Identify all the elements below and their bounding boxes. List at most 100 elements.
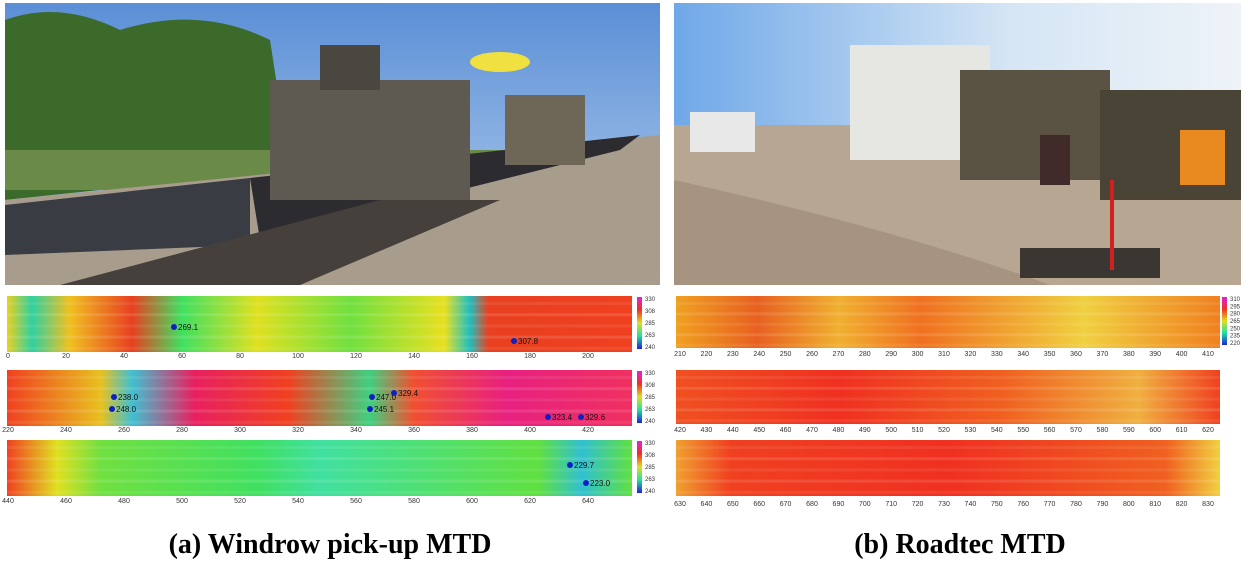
colorbar-label: 285 bbox=[645, 465, 656, 471]
axis-tick-label: 670 bbox=[780, 501, 792, 508]
axis-tick-label: 560 bbox=[1044, 427, 1056, 434]
thermal-band bbox=[7, 335, 632, 339]
axis-tick-label: 530 bbox=[965, 427, 977, 434]
axis-tick-label: 790 bbox=[1097, 501, 1109, 508]
thermal-map bbox=[676, 370, 1220, 424]
axis-tick-label: 690 bbox=[833, 501, 845, 508]
axis-tick-label: 730 bbox=[938, 501, 950, 508]
axis-tick-label: 40 bbox=[120, 353, 128, 360]
axis-tick-label: 740 bbox=[965, 501, 977, 508]
colorbar-label: 330 bbox=[645, 371, 656, 377]
axis-tick-label: 260 bbox=[118, 427, 130, 434]
thermal-band bbox=[7, 376, 632, 379]
axis-tick-label: 640 bbox=[582, 498, 594, 505]
colorbar-label: 220 bbox=[1230, 341, 1241, 347]
axis-tick-label: 280 bbox=[176, 427, 188, 434]
axis-tick-label: 390 bbox=[1149, 351, 1161, 358]
colorbar-label: 308 bbox=[645, 309, 656, 315]
thermal-band bbox=[676, 343, 1220, 347]
annotation: 329.6 bbox=[585, 413, 606, 422]
axis-tick-label: 620 bbox=[524, 498, 536, 505]
axis-tick-label: 420 bbox=[582, 427, 594, 434]
thermal-band bbox=[7, 346, 632, 350]
colorbar-label: 330 bbox=[645, 441, 656, 447]
axis-tick-label: 780 bbox=[1070, 501, 1082, 508]
axis-tick-label: 100 bbox=[292, 353, 304, 360]
axis-tick-label: 440 bbox=[2, 498, 14, 505]
axis-tick-label: 490 bbox=[859, 427, 871, 434]
thermal-band bbox=[7, 479, 632, 483]
thermal-band bbox=[676, 386, 1220, 390]
axis-tick-label: 760 bbox=[1017, 501, 1029, 508]
axis-tick-label: 550 bbox=[1017, 427, 1029, 434]
colorbar-label: 263 bbox=[645, 333, 656, 339]
axis-tick-label: 210 bbox=[674, 351, 686, 358]
thermal-band bbox=[676, 468, 1220, 472]
axis-tick-label: 200 bbox=[582, 353, 594, 360]
axis-tick-label: 710 bbox=[885, 501, 897, 508]
axis-tick-label: 220 bbox=[701, 351, 713, 358]
axis-tick-label: 350 bbox=[1044, 351, 1056, 358]
thermal-band bbox=[7, 398, 632, 402]
photo-roadtec bbox=[674, 3, 1241, 285]
axis-tick-label: 0 bbox=[6, 353, 10, 360]
colorbar-label: 295 bbox=[1230, 304, 1241, 310]
thermal-band bbox=[676, 376, 1220, 379]
axis-tick-label: 810 bbox=[1149, 501, 1161, 508]
thermal-band bbox=[676, 333, 1220, 337]
axis-tick-label: 450 bbox=[753, 427, 765, 434]
axis-tick-label: 520 bbox=[938, 427, 950, 434]
thermal-map bbox=[7, 440, 632, 496]
colorbar-label: 330 bbox=[645, 297, 656, 303]
caption: (a) Windrow pick-up MTD bbox=[169, 529, 492, 560]
axis-tick-label: 370 bbox=[1097, 351, 1109, 358]
thermal-band bbox=[676, 322, 1220, 326]
colorbar-label: 235 bbox=[1230, 334, 1241, 340]
hot-spot bbox=[511, 338, 517, 344]
axis-tick-label: 380 bbox=[466, 427, 478, 434]
thermal-map bbox=[676, 296, 1220, 348]
colorbar-label: 308 bbox=[645, 453, 656, 459]
axis-tick-label: 260 bbox=[806, 351, 818, 358]
axis-tick-label: 460 bbox=[780, 427, 792, 434]
thermal-band bbox=[7, 313, 632, 317]
axis-tick-label: 800 bbox=[1123, 501, 1135, 508]
annotation: 329.4 bbox=[398, 389, 419, 398]
thermal-band bbox=[7, 457, 632, 461]
axis-tick-label: 540 bbox=[292, 498, 304, 505]
axis-tick-label: 240 bbox=[753, 351, 765, 358]
axis-tick-label: 280 bbox=[859, 351, 871, 358]
axis-tick-label: 430 bbox=[701, 427, 713, 434]
thermal-band bbox=[7, 409, 632, 413]
axis-tick-label: 160 bbox=[466, 353, 478, 360]
axis-tick-label: 580 bbox=[1097, 427, 1109, 434]
colorbar-label: 285 bbox=[645, 321, 656, 327]
axis-tick-label: 360 bbox=[408, 427, 420, 434]
axis-tick-label: 410 bbox=[1202, 351, 1214, 358]
axis-tick-label: 440 bbox=[727, 427, 739, 434]
axis-tick-label: 680 bbox=[806, 501, 818, 508]
hot-spot bbox=[578, 414, 584, 420]
hot-spot bbox=[367, 406, 373, 412]
axis-tick-label: 400 bbox=[1176, 351, 1188, 358]
axis-tick-label: 500 bbox=[885, 427, 897, 434]
colorbar-label: 285 bbox=[645, 395, 656, 401]
thermal-band bbox=[676, 312, 1220, 316]
axis-tick-label: 400 bbox=[524, 427, 536, 434]
axis-tick-label: 320 bbox=[965, 351, 977, 358]
axis-tick-label: 480 bbox=[118, 498, 130, 505]
axis-tick-label: 510 bbox=[912, 427, 924, 434]
thermal-band bbox=[676, 479, 1220, 483]
axis-tick-label: 360 bbox=[1070, 351, 1082, 358]
annotation: 238.0 bbox=[118, 393, 139, 402]
colorbar-label: 308 bbox=[645, 383, 656, 389]
annotation: 307.8 bbox=[518, 337, 539, 346]
axis-tick-label: 600 bbox=[466, 498, 478, 505]
thermal-band bbox=[676, 397, 1220, 401]
colorbar bbox=[1222, 297, 1227, 345]
hot-spot bbox=[109, 406, 115, 412]
axis-tick-label: 480 bbox=[833, 427, 845, 434]
hot-spot bbox=[171, 324, 177, 330]
thermal-map bbox=[7, 296, 632, 352]
